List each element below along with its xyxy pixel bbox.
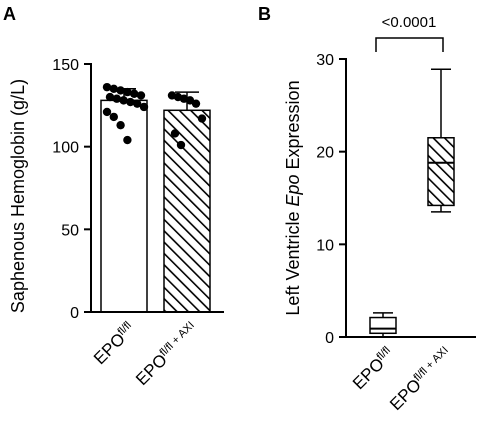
panel-b-x-tick-label: EPOfl/fl + AXI xyxy=(386,344,456,414)
panel-a-data-point xyxy=(116,120,125,130)
panel-b-boxes xyxy=(369,68,455,338)
panel-b-x-tick-label: EPOfl/fl xyxy=(349,344,398,393)
significance-bracket: <0.0001 xyxy=(375,14,444,52)
panel-a-bar xyxy=(100,99,148,313)
panel-b-box-group xyxy=(369,312,397,338)
panel-a-y-tick-label: 0 xyxy=(70,305,79,322)
panel-a-data-point xyxy=(102,107,112,117)
panel-b-y-tick-label: 0 xyxy=(325,330,334,347)
panel-a-data-point xyxy=(123,135,132,145)
panel-a-data-point xyxy=(136,91,146,100)
panel-b-label: B xyxy=(258,4,271,24)
panel-b-box xyxy=(427,137,455,207)
panel-a-x-tick-label-superscript: fl/fl + AXI xyxy=(157,319,196,358)
panel-a: A Saphenous Hemoglobin (g/L) 0 50 100 150 E… xyxy=(3,4,224,389)
panel-a-data-point xyxy=(109,84,119,94)
panel-a-y-axis: 0 50 100 150 xyxy=(52,57,92,322)
panel-a-data-point xyxy=(109,112,119,122)
panel-a-data-point xyxy=(116,86,125,95)
panel-b-y-tick-label: 20 xyxy=(316,145,334,162)
panel-a-data-point xyxy=(123,87,132,97)
panel-b-box-group xyxy=(427,68,455,213)
panel-a-x-tick-label: EPOfl/fl + AXI xyxy=(132,319,202,389)
panel-a-data-point xyxy=(112,94,122,103)
panel-a-data-point xyxy=(102,82,112,92)
panel-a-x-tick-label: EPOfl/fl xyxy=(90,319,139,368)
panel-a-bars xyxy=(100,99,211,313)
panel-b-y-axis-title-part-3: Expression xyxy=(283,80,303,174)
panel-a-data-point xyxy=(139,102,149,112)
panel-a-data-point xyxy=(119,96,128,105)
panel-b-x-tick-label-superscript: fl/fl + AXI xyxy=(411,344,450,383)
panel-a-data-point xyxy=(130,89,139,98)
panel-b-y-axis: 0 10 20 30 xyxy=(316,52,347,347)
panel-b-y-axis-title-gene: Epo xyxy=(283,174,303,206)
panel-a-y-tick-label: 100 xyxy=(52,140,79,157)
panel-a-y-tick-label: 50 xyxy=(61,222,79,239)
panel-a-label: A xyxy=(3,4,16,24)
panel-a-data-point xyxy=(133,99,142,108)
panel-b-box xyxy=(369,316,397,335)
panel-b-y-tick-label: 10 xyxy=(316,237,334,254)
panel-a-data-point xyxy=(105,92,115,102)
panel-b: B Left Ventricle Epo Expression 0102030 … xyxy=(258,4,476,414)
panel-b-y-axis-title: Left Ventricle Epo Expression xyxy=(283,80,303,315)
panel-a-data-point xyxy=(126,97,135,107)
panel-a-data-point xyxy=(170,129,180,138)
significance-annotation: <0.0001 xyxy=(382,14,437,31)
panel-a-bar xyxy=(163,109,211,313)
panel-a-data-point xyxy=(191,99,201,108)
panel-b-y-axis-title-part-1: Left Ventricle xyxy=(283,207,303,316)
panel-a-y-axis-title: Saphenous Hemoglobin (g/L) xyxy=(8,79,28,313)
panel-a-data-point xyxy=(197,114,207,123)
panel-a-data-points xyxy=(102,82,207,150)
panel-a-y-tick-label: 150 xyxy=(52,57,79,74)
panel-b-y-tick-label: 30 xyxy=(316,52,334,69)
significance-bracket-line xyxy=(375,37,444,52)
panel-a-data-point xyxy=(176,140,186,150)
